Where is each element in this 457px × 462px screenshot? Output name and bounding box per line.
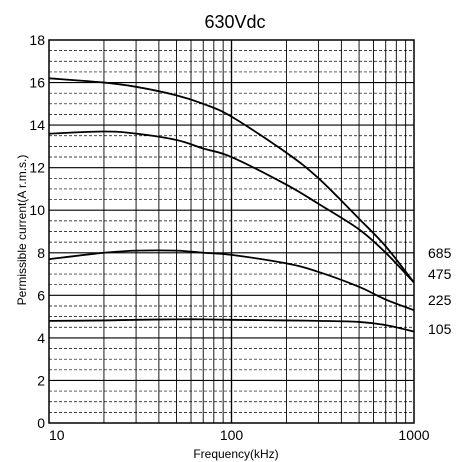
y-tick-label: 18 bbox=[29, 32, 45, 48]
y-tick-label: 12 bbox=[29, 160, 45, 176]
x-tick-label: 100 bbox=[220, 427, 244, 443]
y-tick-label: 14 bbox=[29, 117, 45, 133]
y-tick-label: 0 bbox=[37, 415, 45, 431]
series-line-475 bbox=[48, 130, 415, 284]
x-tick-label: 1000 bbox=[398, 427, 429, 443]
series-label-475: 475 bbox=[428, 266, 452, 282]
grid bbox=[49, 40, 414, 423]
series-label-105: 105 bbox=[428, 321, 452, 337]
y-axis-title: Permissible current(A r.m.s.) bbox=[15, 155, 29, 306]
plot-frame bbox=[48, 39, 415, 424]
series-line-225 bbox=[48, 249, 415, 312]
series-line-685 bbox=[48, 77, 415, 284]
series-label-685: 685 bbox=[428, 245, 452, 261]
series-label-225: 225 bbox=[428, 292, 452, 308]
chart-title: 630Vdc bbox=[204, 12, 265, 32]
y-tick-label: 10 bbox=[29, 202, 45, 218]
x-axis-title: Frequency(kHz) bbox=[193, 447, 278, 461]
y-tick-label: 6 bbox=[37, 287, 45, 303]
tick-labels: 0 2 4 6 8 10 12 14 16 18 10 100 1000 bbox=[29, 32, 429, 443]
y-tick-label: 16 bbox=[29, 75, 45, 91]
y-tick-label: 2 bbox=[37, 372, 45, 388]
series-group bbox=[48, 77, 415, 333]
y-tick-label: 8 bbox=[37, 245, 45, 261]
y-tick-label: 4 bbox=[37, 330, 45, 346]
x-tick-label: 10 bbox=[49, 427, 65, 443]
series-line-105 bbox=[48, 318, 415, 333]
series-labels: 685 475 225 105 bbox=[428, 245, 452, 337]
